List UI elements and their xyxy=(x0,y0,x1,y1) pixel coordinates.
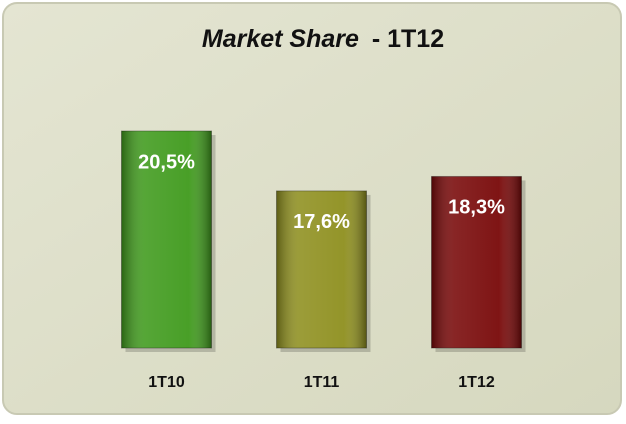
x-tick-label: 1T11 xyxy=(304,374,340,391)
chart-title: Market Share - 1T12 xyxy=(202,25,444,53)
title-main: Market Share xyxy=(202,25,359,53)
bar-gloss xyxy=(431,176,522,348)
bar-gloss xyxy=(276,190,367,348)
x-tick-label: 1T12 xyxy=(458,374,495,391)
value-label: 20,5% xyxy=(138,151,195,173)
bar-gloss xyxy=(121,131,212,348)
x-tick-label: 1T10 xyxy=(148,374,185,391)
value-label: 17,6% xyxy=(293,211,350,233)
value-label: 18,3% xyxy=(448,197,505,219)
title-period: - 1T12 xyxy=(372,25,444,53)
